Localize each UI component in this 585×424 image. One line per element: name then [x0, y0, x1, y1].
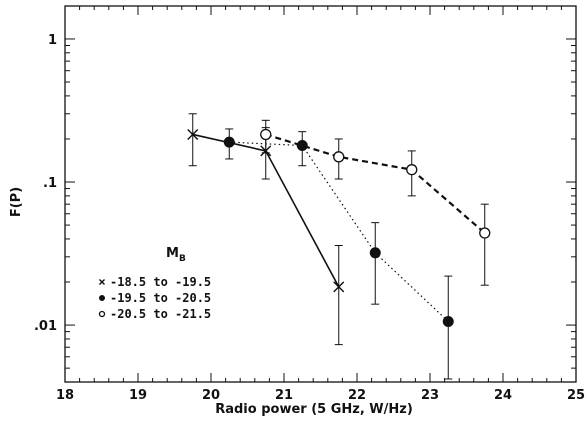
series-2-point: [442, 315, 454, 327]
series-3-point: [260, 128, 272, 141]
series-1-point-stroke: [260, 145, 272, 157]
series-1-point: [260, 145, 272, 157]
legend-marker-series-1: [99, 279, 105, 285]
legend-title-sub: B: [179, 254, 186, 264]
x-axis-title: Radio power (5 GHz, W/Hz): [215, 402, 413, 417]
x-tick-label: 21: [275, 388, 293, 403]
series-2-error-bar: [371, 222, 380, 305]
x-tick-label: 18: [56, 388, 74, 403]
x-tick-label: 25: [567, 388, 585, 403]
x-tick-label: 23: [421, 388, 439, 403]
legend-label-series-2: -19.5 to -20.5: [110, 291, 211, 305]
legend-title-main: M: [166, 246, 179, 261]
y-axis-title: F(P): [9, 187, 24, 217]
x-tick-label: 22: [348, 388, 366, 403]
legend-label-series-3: -20.5 to -21.5: [110, 307, 211, 321]
x-tick-label: 24: [494, 388, 512, 403]
series-2-point: [223, 136, 235, 148]
series-1-error-bar: [188, 113, 197, 167]
series-3-line: [265, 133, 486, 234]
series-2-point: [369, 247, 381, 259]
series-1-error-bar: [334, 244, 343, 346]
x-tick-label: 20: [202, 388, 220, 403]
series-2-error-bar: [444, 275, 453, 380]
legend-marker-series-3: [98, 310, 106, 318]
y-tick-label: 1: [48, 33, 57, 48]
series-3-point: [333, 151, 345, 163]
series-1-point-stroke: [187, 128, 199, 140]
series-3-point: [406, 164, 418, 176]
legend-title: MB: [166, 246, 186, 264]
series-3-point: [479, 227, 491, 239]
y-tick-label: .1: [43, 176, 57, 191]
series-1-point: [333, 281, 345, 293]
legend-marker-series-1-stroke: [99, 279, 105, 285]
y-tick-label: .01: [34, 319, 57, 334]
series-1-point: [187, 128, 199, 140]
series-1-point-stroke: [333, 281, 345, 293]
legend-label-series-1: -18.5 to -19.5: [110, 275, 211, 289]
series-3-error-bar: [480, 203, 489, 286]
x-tick-label: 19: [129, 388, 147, 403]
legend-marker-series-2: [99, 295, 105, 301]
plot-frame: [64, 5, 577, 383]
series-2-point: [296, 140, 308, 152]
